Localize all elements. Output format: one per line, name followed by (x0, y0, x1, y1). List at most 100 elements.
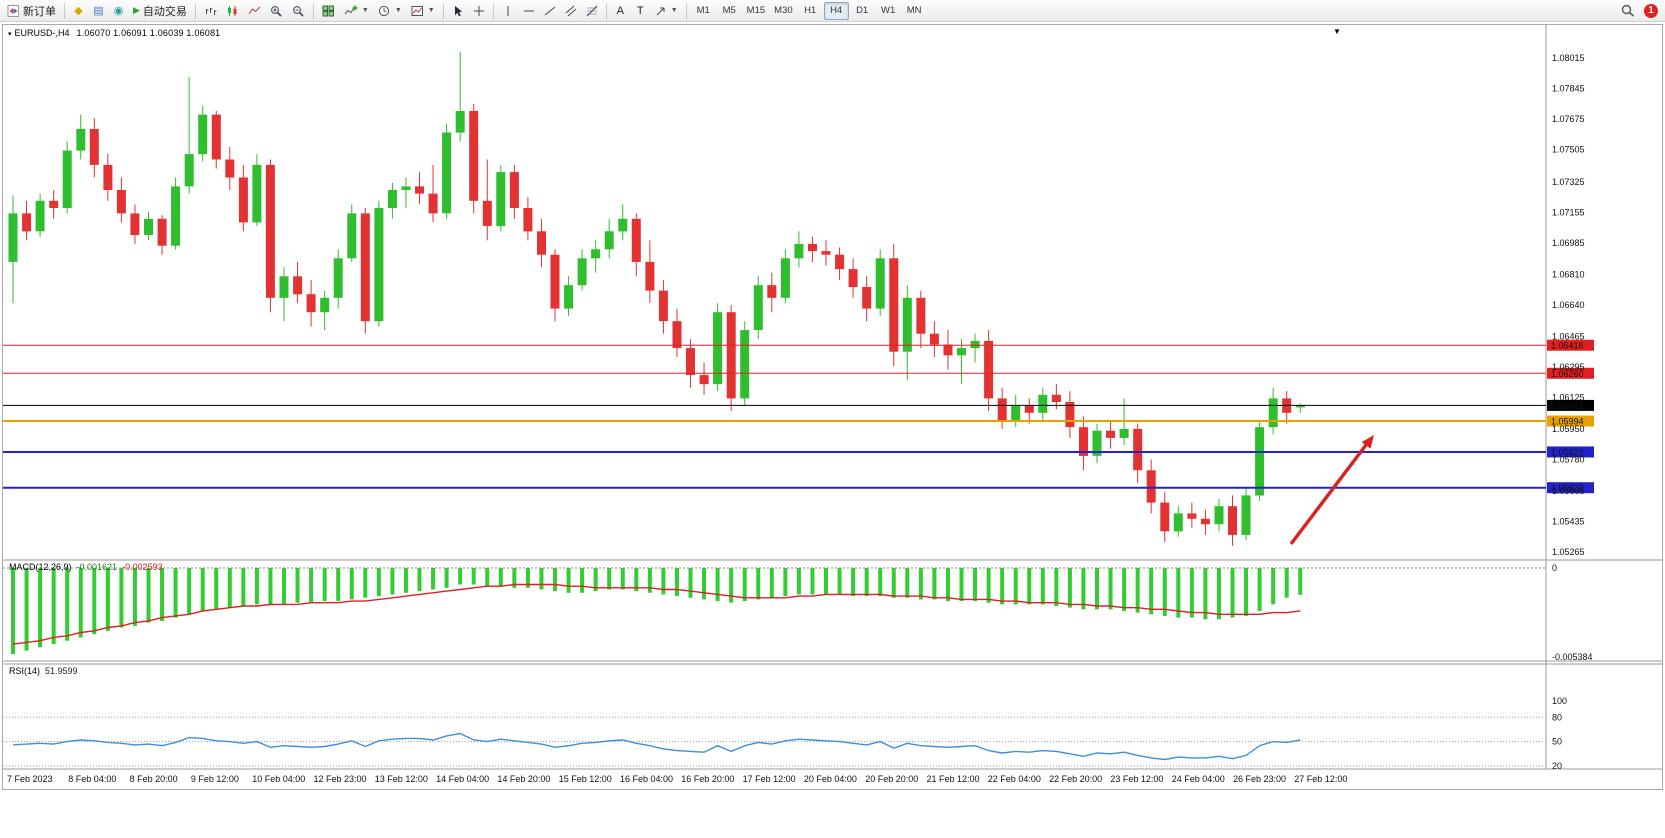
trend-arrow-annotation[interactable] (1289, 435, 1374, 546)
timeframe-m15-button[interactable]: M15 (746, 5, 766, 16)
macd-histogram (11, 568, 1303, 654)
templates-button[interactable]: ▼ (407, 2, 439, 20)
time-axis[interactable] (3, 770, 1546, 789)
svg-text:22 Feb 04:00: 22 Feb 04:00 (988, 774, 1041, 784)
timeframe-m1-button[interactable]: M1 (696, 5, 710, 16)
svg-text:-0.005384: -0.005384 (1552, 652, 1593, 662)
timeframe-mn-button[interactable]: MN (906, 5, 922, 16)
timeframe-h4-button[interactable]: H4 (823, 1, 849, 20)
timeframe-h1-button[interactable]: H1 (804, 5, 817, 16)
candlestick-icon (227, 5, 237, 16)
timeframe-m5-button[interactable]: M5 (722, 5, 736, 16)
chart-window: 0 -0.005384 100 80 50 20 1.06416 1.06260 1.06081… (2, 24, 1663, 790)
rsi-line (12, 732, 1301, 761)
crosshair-tool-button[interactable] (469, 2, 489, 20)
svg-text:1.05822: 1.05822 (1551, 447, 1584, 457)
svg-text:1.05994: 1.05994 (1551, 417, 1584, 427)
chevron-down-icon: ▼ (670, 7, 678, 14)
data-window-button[interactable]: ▤ (89, 2, 108, 20)
separator (685, 2, 687, 19)
auto-trading-button[interactable]: ▶ 自动交易 (129, 2, 191, 20)
svg-text:13 Feb 12:00: 13 Feb 12:00 (375, 774, 428, 784)
templates-icon (411, 5, 423, 16)
separator (492, 2, 494, 19)
svg-text:1.05435: 1.05435 (1552, 516, 1585, 526)
macd-signal-line (12, 583, 1301, 645)
price-level-label (1547, 367, 1594, 379)
svg-text:20: 20 (1552, 761, 1562, 771)
svg-text:14 Feb 04:00: 14 Feb 04:00 (436, 774, 489, 784)
svg-text:1.06260: 1.06260 (1551, 369, 1584, 379)
rsi-indicator-label: RSI(14) 51.9599 (9, 666, 78, 676)
timeframe-group: M1 M5 M15 M30 H1 H4 D1 W1 MN (691, 1, 927, 20)
text-tool-button[interactable]: A (611, 2, 630, 20)
svg-text:21 Feb 12:00: 21 Feb 12:00 (927, 774, 980, 784)
chart-ohlc-values: 1.06070 1.06091 1.06039 1.06081 (76, 28, 221, 38)
channel-tool-button[interactable] (561, 2, 581, 20)
svg-text:1.07505: 1.07505 (1552, 145, 1585, 155)
candlestick-chart-button[interactable] (222, 2, 243, 20)
bar-chart-icon (205, 7, 217, 15)
market-watch-button[interactable]: ◆ (69, 2, 88, 20)
vertical-line-tool-button[interactable] (498, 2, 518, 20)
label-tool-icon: T (636, 4, 644, 17)
indicators-button[interactable]: ▼ (340, 2, 373, 20)
rsi-name: RSI(14) (9, 666, 41, 676)
svg-text:1.06081: 1.06081 (1551, 401, 1584, 411)
periods-button[interactable]: ▼ (374, 2, 406, 20)
auto-trading-icon: ▶ (133, 5, 140, 15)
svg-text:1.06640: 1.06640 (1552, 300, 1585, 310)
navigator-button[interactable]: ◉ (109, 2, 128, 20)
svg-text:1.05950: 1.05950 (1552, 424, 1585, 434)
timeframe-w1-button[interactable]: W1 (881, 5, 896, 16)
separator (605, 2, 607, 19)
chart-title: ▾ EURUSD-,H4 1.06070 1.06091 1.06039 1.060… (8, 28, 220, 38)
svg-text:100: 100 (1552, 696, 1567, 706)
svg-text:1.07155: 1.07155 (1552, 207, 1585, 217)
svg-text:1.05780: 1.05780 (1552, 454, 1585, 464)
svg-text:8 Feb 04:00: 8 Feb 04:00 (68, 774, 116, 784)
zoom-in-button[interactable] (266, 2, 287, 20)
tile-windows-button[interactable] (318, 2, 339, 20)
trendline-tool-button[interactable] (540, 2, 560, 20)
price-axis[interactable] (1547, 25, 1662, 769)
price-chart[interactable]: 0 -0.005384 100 80 50 20 1.06416 1.06260 1.06081… (3, 25, 1662, 789)
notification-badge[interactable]: 1 (1644, 3, 1658, 18)
candles (8, 51, 1305, 546)
toolbar: 新订单 ◆ ▤ ◉ ▶ 自动交易 ▼ ▼ ▼ A T ▼ M1 M5 M15 M30 H… (0, 0, 1665, 22)
tile-windows-icon (322, 5, 334, 16)
search-button[interactable] (1617, 2, 1639, 20)
search-icon (1621, 4, 1635, 17)
price-level-label (1547, 339, 1594, 351)
horizontal-line-icon (523, 10, 534, 11)
new-order-button[interactable]: 新订单 (3, 2, 60, 20)
label-tool-button[interactable]: T (631, 2, 650, 20)
timeframe-d1-button[interactable]: D1 (856, 5, 869, 16)
chart-menu-arrow-icon[interactable]: ▼ (1333, 27, 1341, 36)
rsi-value: 51.9599 (45, 666, 78, 676)
chart-symbol-period: EURUSD-,H4 (14, 28, 70, 38)
line-chart-button[interactable] (244, 2, 265, 20)
chevron-down-icon: ▼ (427, 7, 435, 14)
zoom-out-button[interactable] (288, 2, 309, 20)
bar-chart-button[interactable] (200, 2, 221, 20)
svg-text:20 Feb 04:00: 20 Feb 04:00 (804, 774, 857, 784)
arrows-tool-button[interactable]: ▼ (651, 2, 682, 20)
auto-trading-label: 自动交易 (142, 5, 187, 18)
svg-text:50: 50 (1552, 737, 1562, 747)
chevron-down-icon: ▼ (394, 7, 402, 14)
fibonacci-tool-button[interactable] (582, 2, 602, 20)
svg-text:1.05265: 1.05265 (1552, 547, 1585, 557)
navigator-icon: ◉ (113, 5, 124, 17)
timeframe-m30-button[interactable]: M30 (774, 5, 793, 16)
zoom-out-icon (293, 5, 304, 17)
svg-text:1.06416: 1.06416 (1551, 341, 1584, 351)
svg-text:9 Feb 12:00: 9 Feb 12:00 (191, 774, 239, 784)
svg-text:1.08015: 1.08015 (1552, 53, 1585, 63)
cursor-tool-button[interactable] (448, 2, 468, 20)
line-chart-icon (248, 6, 261, 14)
svg-text:26 Feb 23:00: 26 Feb 23:00 (1233, 774, 1286, 784)
svg-text:17 Feb 12:00: 17 Feb 12:00 (743, 774, 796, 784)
chart-expand-arrow-icon[interactable]: ▾ (8, 31, 12, 38)
horizontal-line-tool-button[interactable] (519, 2, 539, 20)
